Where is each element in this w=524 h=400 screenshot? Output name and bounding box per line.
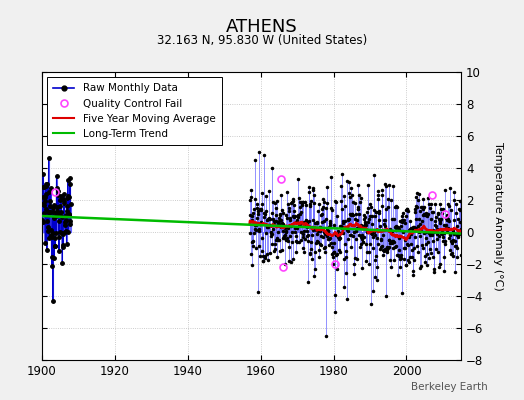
Y-axis label: Temperature Anomaly (°C): Temperature Anomaly (°C) xyxy=(493,142,503,290)
Legend: Raw Monthly Data, Quality Control Fail, Five Year Moving Average, Long-Term Tren: Raw Monthly Data, Quality Control Fail, … xyxy=(47,77,222,145)
Text: Berkeley Earth: Berkeley Earth xyxy=(411,382,487,392)
Text: ATHENS: ATHENS xyxy=(226,18,298,36)
Text: 32.163 N, 95.830 W (United States): 32.163 N, 95.830 W (United States) xyxy=(157,34,367,47)
